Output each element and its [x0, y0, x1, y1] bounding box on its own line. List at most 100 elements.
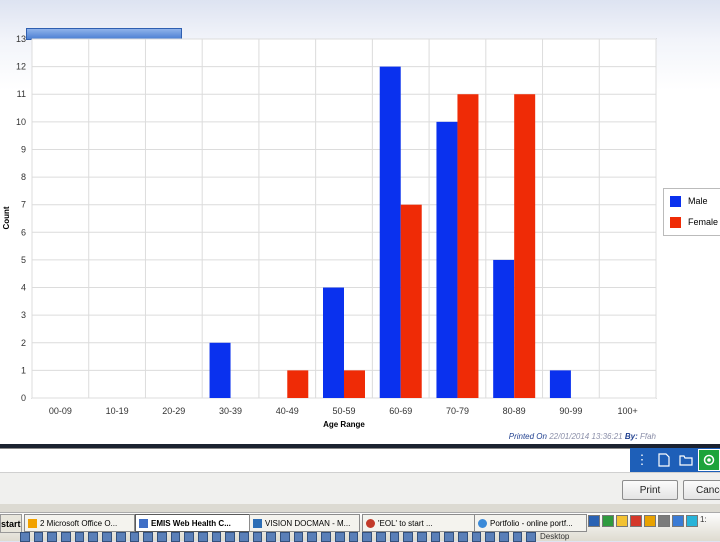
y-tick-label: 0 — [21, 393, 26, 403]
quick-launch-icon[interactable] — [485, 532, 496, 542]
tray-icon[interactable] — [686, 515, 698, 527]
quick-launch-icon[interactable] — [375, 532, 386, 542]
command-input-row[interactable] — [0, 448, 720, 473]
legend-swatch-male — [670, 195, 681, 207]
quick-launch-icon[interactable] — [61, 532, 71, 542]
cancel-button[interactable]: Cance — [683, 480, 720, 500]
quick-launch-icon[interactable] — [74, 532, 85, 542]
quick-launch-icon[interactable] — [88, 532, 99, 542]
quick-launch-icon[interactable] — [293, 532, 304, 542]
quick-launch-icon[interactable] — [47, 532, 58, 542]
quick-launch-icon[interactable] — [197, 532, 208, 542]
x-tick-label: 40-49 — [276, 406, 299, 416]
quick-launch-icon[interactable] — [321, 532, 331, 542]
emis-icon — [139, 518, 148, 528]
quick-launch-icon[interactable] — [184, 532, 194, 542]
tray-icon[interactable] — [588, 515, 600, 527]
tray-icon[interactable] — [644, 515, 656, 527]
taskbar-item-label: EMIS Web Health C... — [151, 518, 231, 528]
bar-male-50-59 — [323, 287, 344, 398]
start-button[interactable]: start — [0, 514, 22, 533]
y-tick-label: 8 — [21, 172, 26, 182]
quick-launch-icon[interactable] — [499, 532, 509, 542]
chart-legend: Male Female — [663, 188, 720, 236]
quick-launch-icon[interactable] — [403, 532, 413, 542]
quick-launch-icon[interactable] — [129, 532, 140, 542]
y-tick-label: 2 — [21, 338, 26, 348]
quick-launch-icon[interactable] — [512, 532, 523, 542]
bar-female-70-79 — [457, 94, 479, 398]
quick-launch-icon[interactable] — [33, 532, 44, 542]
quick-launch-icon[interactable] — [225, 532, 235, 542]
chart-grid — [31, 38, 657, 399]
quick-launch-icon[interactable] — [266, 532, 277, 542]
new-document-icon[interactable] — [654, 450, 674, 470]
y-tick-label: 3 — [21, 310, 26, 320]
quick-launch-icon[interactable] — [156, 532, 167, 542]
dialog-button-panel: Print Cance — [0, 472, 720, 505]
printed-by-value: Ffah — [639, 432, 656, 441]
quick-launch-icon[interactable] — [115, 532, 126, 542]
eol-icon — [366, 518, 375, 528]
y-tick-label: 4 — [21, 283, 26, 293]
taskbar-item-portfolio[interactable]: Portfolio - online portf... — [474, 514, 587, 532]
bar-female-60-69 — [400, 204, 422, 398]
tray-icon[interactable] — [630, 515, 642, 527]
y-tick-label: 1 — [21, 365, 26, 375]
quick-launch-icon[interactable] — [348, 532, 359, 542]
quick-launch-icon[interactable] — [458, 532, 468, 542]
quick-launch-icon[interactable] — [389, 532, 400, 542]
taskbar-item-vision-docman[interactable]: VISION DOCMAN - M... — [249, 514, 360, 532]
x-tick-label: 60-69 — [389, 406, 412, 416]
x-tick-label: 50-59 — [332, 406, 355, 416]
legend-label-male: Male — [688, 196, 708, 206]
y-tick-label: 5 — [21, 255, 26, 265]
quick-launch-icon[interactable] — [526, 532, 537, 542]
record-icon[interactable] — [698, 449, 720, 471]
quick-launch-icon[interactable] — [20, 532, 30, 542]
menu-dots-icon[interactable]: ⋮ — [635, 452, 649, 467]
quick-launch-icon[interactable] — [416, 532, 427, 542]
quick-launch-icon[interactable] — [170, 532, 181, 542]
quick-launch-icon[interactable] — [102, 532, 112, 542]
tray-icon[interactable] — [616, 515, 628, 527]
quick-launch-icon[interactable] — [444, 532, 454, 542]
quick-launch-icon[interactable] — [143, 532, 153, 542]
quick-launch-icon[interactable] — [334, 532, 345, 542]
x-tick-label: 100+ — [617, 406, 637, 416]
quick-launch-icon[interactable] — [430, 532, 441, 542]
taskbar: start 2 Microsoft Office O... EMIS Web H… — [0, 512, 720, 542]
x-tick-label: 90-99 — [559, 406, 582, 416]
desktop-toolbar-label[interactable]: Desktop — [540, 532, 570, 541]
x-tick-label: 00-09 — [49, 406, 72, 416]
tray-icon[interactable] — [602, 515, 614, 527]
bar-female-50-59 — [344, 370, 365, 398]
x-tick-label: 20-29 — [162, 406, 185, 416]
quick-launch-icon[interactable] — [280, 532, 290, 542]
y-tick-label: 13 — [16, 34, 26, 44]
bar-male-60-69 — [379, 66, 401, 398]
printed-on-label: Printed On — [508, 432, 547, 441]
taskbar-item-emis[interactable]: EMIS Web Health C... — [135, 514, 250, 532]
quick-launch-icon[interactable] — [362, 532, 372, 542]
bar-female-40-49 — [287, 370, 309, 398]
quick-launch-icon[interactable] — [471, 532, 482, 542]
y-tick-label: 9 — [21, 144, 26, 154]
bar-male-70-79 — [436, 121, 458, 398]
tray-icon[interactable] — [672, 515, 684, 527]
taskbar-item-office[interactable]: 2 Microsoft Office O... — [24, 514, 135, 532]
office-icon — [28, 518, 37, 528]
taskbar-item-label: 'EOL' to start ... — [378, 518, 433, 528]
print-button[interactable]: Print — [622, 480, 678, 500]
bar-male-90-99 — [549, 370, 571, 398]
divider-strip — [0, 444, 720, 448]
quick-launch-icon[interactable] — [307, 532, 318, 542]
background-window-tabs — [0, 504, 720, 512]
quick-launch-icon[interactable] — [239, 532, 249, 542]
quick-launch-icon[interactable] — [252, 532, 263, 542]
quick-launch-icon[interactable] — [211, 532, 222, 542]
taskbar-item-eol[interactable]: 'EOL' to start ... — [362, 514, 475, 532]
bar-male-80-89 — [493, 259, 515, 398]
tray-icon[interactable] — [658, 515, 670, 527]
open-folder-icon[interactable] — [676, 450, 696, 470]
